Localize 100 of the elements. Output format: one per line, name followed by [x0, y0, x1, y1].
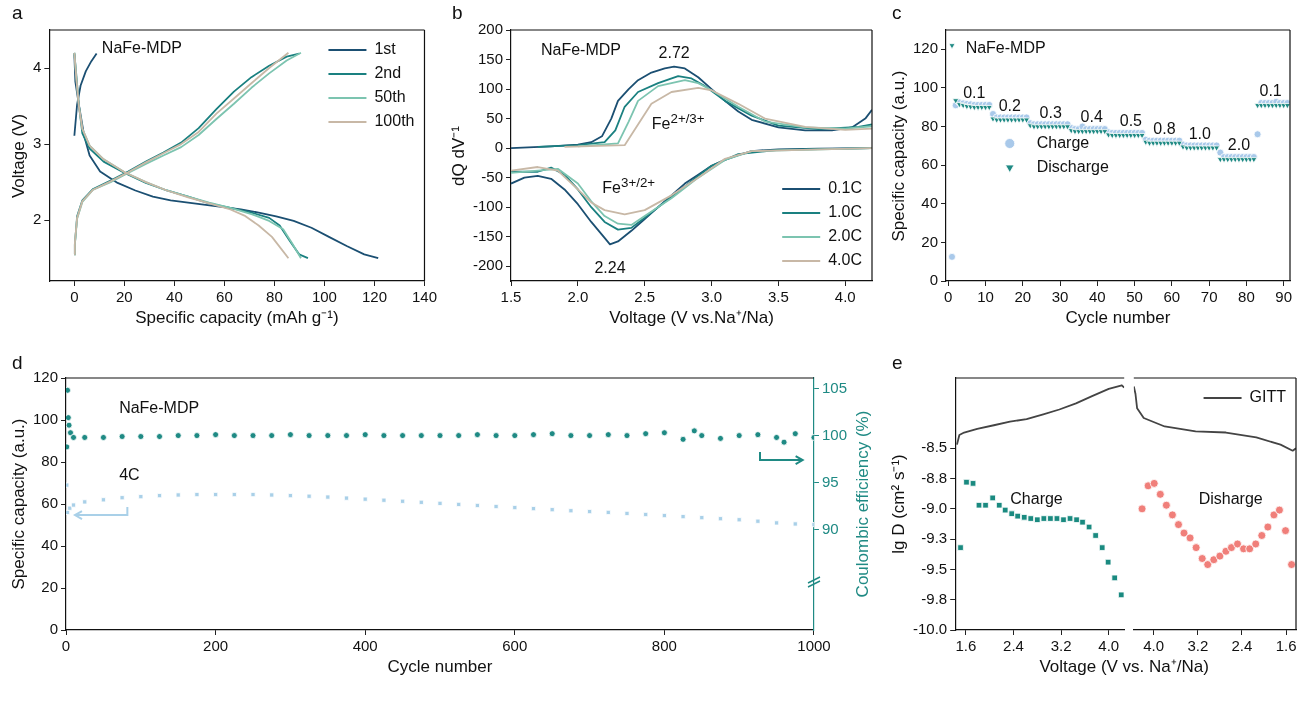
- x-axis-title: Cycle number: [387, 657, 493, 676]
- point: [287, 493, 293, 499]
- point: [1034, 516, 1041, 523]
- annotation: 0.1: [963, 84, 986, 102]
- y-tick-label: 40: [41, 536, 59, 554]
- point: [1092, 532, 1099, 539]
- y-tick-label: -200: [472, 256, 504, 274]
- point: [380, 432, 388, 439]
- y-tick-label: -50: [481, 167, 504, 185]
- x-tick-label: 3.2: [1050, 637, 1072, 655]
- point: [213, 492, 219, 498]
- x-tick-label: 80: [266, 288, 283, 306]
- point: [119, 495, 125, 501]
- x-tick-label: 2.0: [567, 288, 589, 306]
- y-tick-label: -8.8: [921, 468, 948, 486]
- point: [1079, 518, 1086, 526]
- point: [963, 478, 970, 486]
- point: [1209, 555, 1219, 565]
- y2-tick-label: 100: [821, 425, 847, 443]
- point: [1251, 539, 1261, 549]
- point: [306, 493, 312, 499]
- point: [66, 414, 72, 422]
- point: [754, 431, 762, 439]
- legend-label: 2nd: [374, 64, 402, 82]
- point: [1104, 558, 1112, 566]
- point: [661, 513, 667, 519]
- y-axis-title: Specific capacity (a.u.): [8, 418, 28, 590]
- point: [1257, 531, 1267, 540]
- point: [343, 495, 350, 501]
- point: [1014, 512, 1021, 520]
- point: [567, 432, 575, 439]
- x-tick-label: 4.0: [834, 288, 856, 306]
- annotation: 1.0: [1188, 124, 1211, 142]
- y-tick-label: 40: [921, 193, 939, 211]
- point: [735, 432, 743, 439]
- x-tick-label: 2.4: [1003, 637, 1024, 655]
- point: [1085, 523, 1093, 531]
- point: [1008, 510, 1015, 517]
- y2-axis-title: Coulombic efficiency (%): [852, 410, 872, 598]
- legend-label: Charge: [1036, 133, 1090, 151]
- y-axis-title: dQ dV⁻¹: [448, 125, 468, 186]
- point: [623, 432, 631, 439]
- point: [717, 516, 723, 522]
- legend-label: 2.0C: [828, 227, 862, 245]
- point: [1179, 528, 1189, 538]
- point: [1185, 533, 1195, 543]
- point: [1098, 544, 1106, 551]
- point: [660, 429, 668, 437]
- annotation: 0.1: [1259, 82, 1282, 100]
- point: [418, 499, 424, 505]
- point: [1161, 500, 1171, 510]
- point: [1275, 505, 1284, 515]
- point: [118, 433, 126, 440]
- y-tick-label: 3: [33, 134, 42, 152]
- x-tick-label: 800: [651, 637, 677, 655]
- y2-tick-label: 90: [821, 520, 839, 538]
- annotation: 2.24: [594, 259, 626, 277]
- point: [1191, 543, 1201, 553]
- y-tick-label: 80: [41, 452, 59, 470]
- y-tick-label: 0: [929, 271, 939, 289]
- y-tick-label: 50: [486, 108, 504, 126]
- point: [1149, 479, 1159, 488]
- point: [643, 511, 649, 518]
- annotation: 0.5: [1119, 112, 1142, 130]
- y-tick-label: -8.5: [921, 438, 948, 456]
- legend-label: GITT: [1249, 388, 1287, 406]
- annotation: Disharge: [1198, 489, 1263, 507]
- x-tick-label: 1000: [797, 637, 831, 655]
- y2-tick-label: 95: [821, 472, 839, 490]
- y-tick-label: 200: [477, 20, 504, 38]
- point: [1066, 515, 1074, 522]
- x-tick-label: 4.0: [1143, 637, 1165, 655]
- y-tick-label: 100: [913, 78, 939, 96]
- y-tick-label: 60: [921, 155, 939, 173]
- x-tick-label: 60: [1163, 288, 1181, 306]
- chart-title: a: [12, 2, 23, 23]
- point: [174, 432, 182, 439]
- y-tick-label: 100: [33, 410, 59, 428]
- x-tick-label: 90: [1275, 288, 1293, 306]
- point: [381, 497, 387, 503]
- legend-label: 50th: [374, 88, 406, 106]
- annotation: NaFe-MDP: [101, 38, 182, 56]
- point: [1020, 514, 1028, 521]
- point: [250, 492, 256, 498]
- x-tick-label: 30: [1051, 288, 1069, 306]
- x-tick-label: 3.0: [701, 288, 722, 306]
- annotation: 4C: [119, 466, 140, 484]
- point: [1155, 489, 1165, 499]
- x-tick-label: 2.5: [634, 288, 656, 306]
- annotation: NaFe-MDP: [540, 41, 621, 59]
- point: [1174, 520, 1183, 529]
- annotation: Fe$^{2+/3+}$: [651, 110, 705, 132]
- annotation: NaFe-MDP: [965, 39, 1046, 57]
- point: [548, 430, 556, 438]
- point: [1118, 591, 1125, 599]
- point: [792, 521, 798, 527]
- y-tick-label: 100: [477, 79, 504, 97]
- point: [157, 493, 163, 499]
- legend-label: Discharge: [1036, 157, 1109, 175]
- x-tick-label: 20: [1014, 288, 1032, 306]
